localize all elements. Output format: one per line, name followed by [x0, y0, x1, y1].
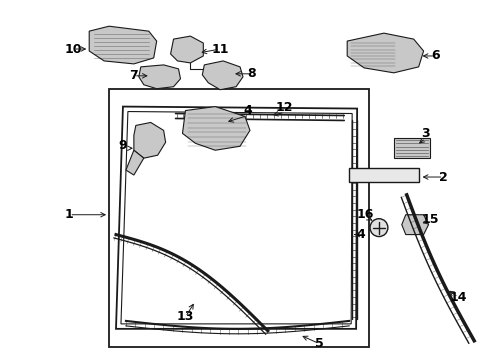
Text: 11: 11 [211, 42, 228, 55]
Text: 7: 7 [129, 69, 138, 82]
Text: 10: 10 [64, 42, 82, 55]
Text: 12: 12 [275, 101, 293, 114]
Text: 1: 1 [65, 208, 74, 221]
Polygon shape [89, 26, 156, 64]
Bar [109, 89, 368, 347]
Text: 16: 16 [356, 208, 373, 221]
Bar [396, 47, 406, 57]
Text: 8: 8 [247, 67, 256, 80]
Text: 4: 4 [243, 104, 252, 117]
Polygon shape [182, 107, 249, 150]
Polygon shape [126, 150, 143, 175]
Polygon shape [393, 138, 428, 158]
Circle shape [369, 219, 387, 237]
Text: 6: 6 [430, 49, 439, 63]
Polygon shape [202, 61, 243, 90]
Polygon shape [401, 215, 427, 235]
Text: 14: 14 [448, 291, 466, 303]
Polygon shape [134, 122, 165, 158]
Polygon shape [170, 36, 203, 63]
Text: 3: 3 [421, 127, 429, 140]
Polygon shape [346, 33, 423, 73]
Text: 15: 15 [421, 213, 438, 226]
Text: 9: 9 [119, 139, 127, 152]
Polygon shape [348, 168, 418, 182]
Text: 4: 4 [356, 228, 365, 241]
Polygon shape [139, 65, 180, 89]
Text: 13: 13 [176, 310, 194, 323]
Text: 2: 2 [438, 171, 447, 184]
Text: 5: 5 [314, 337, 323, 350]
